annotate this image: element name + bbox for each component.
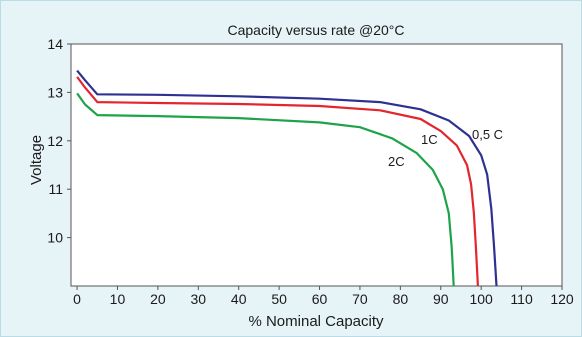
x-tick-label: 40 — [231, 291, 247, 307]
y-tick-label: 14 — [47, 36, 63, 52]
chart-title: Capacity versus rate @20°C — [228, 22, 405, 38]
x-tick-label: 70 — [352, 291, 368, 307]
x-tick-label: 80 — [393, 291, 409, 307]
series-label-1: 0,5 C — [472, 127, 503, 142]
series-lines — [76, 69, 498, 287]
series-labels: 0,5 C 1C 2C — [388, 127, 503, 169]
series-line-3 — [76, 92, 455, 287]
x-tick-label: 30 — [191, 291, 207, 307]
x-axis-ticks: 0 10 20 30 40 50 60 70 80 90 100 110 120 — [73, 286, 574, 307]
y-tick-label: 10 — [47, 230, 63, 246]
x-tick-label: 100 — [469, 291, 493, 307]
x-axis-title: % Nominal Capacity — [248, 313, 384, 330]
y-axis-ticks: 10 11 12 13 14 — [47, 36, 71, 246]
series-label-2: 1C — [421, 132, 438, 147]
x-tick-label: 10 — [110, 291, 126, 307]
y-axis-title: Voltage — [28, 135, 45, 185]
series-label-3: 2C — [388, 154, 405, 169]
y-tick-label: 13 — [47, 84, 63, 100]
x-tick-label: 60 — [312, 291, 328, 307]
series-line-2 — [76, 76, 479, 287]
x-tick-label: 20 — [150, 291, 166, 307]
x-tick-label: 0 — [73, 291, 81, 307]
x-tick-label: 50 — [271, 291, 287, 307]
y-tick-label: 11 — [48, 181, 63, 197]
y-tick-label: 12 — [47, 133, 63, 149]
x-tick-label: 90 — [433, 291, 449, 307]
plot-area — [70, 43, 563, 287]
x-tick-label: 120 — [550, 291, 574, 307]
series-line-1 — [76, 69, 498, 287]
x-tick-label: 110 — [510, 291, 533, 307]
